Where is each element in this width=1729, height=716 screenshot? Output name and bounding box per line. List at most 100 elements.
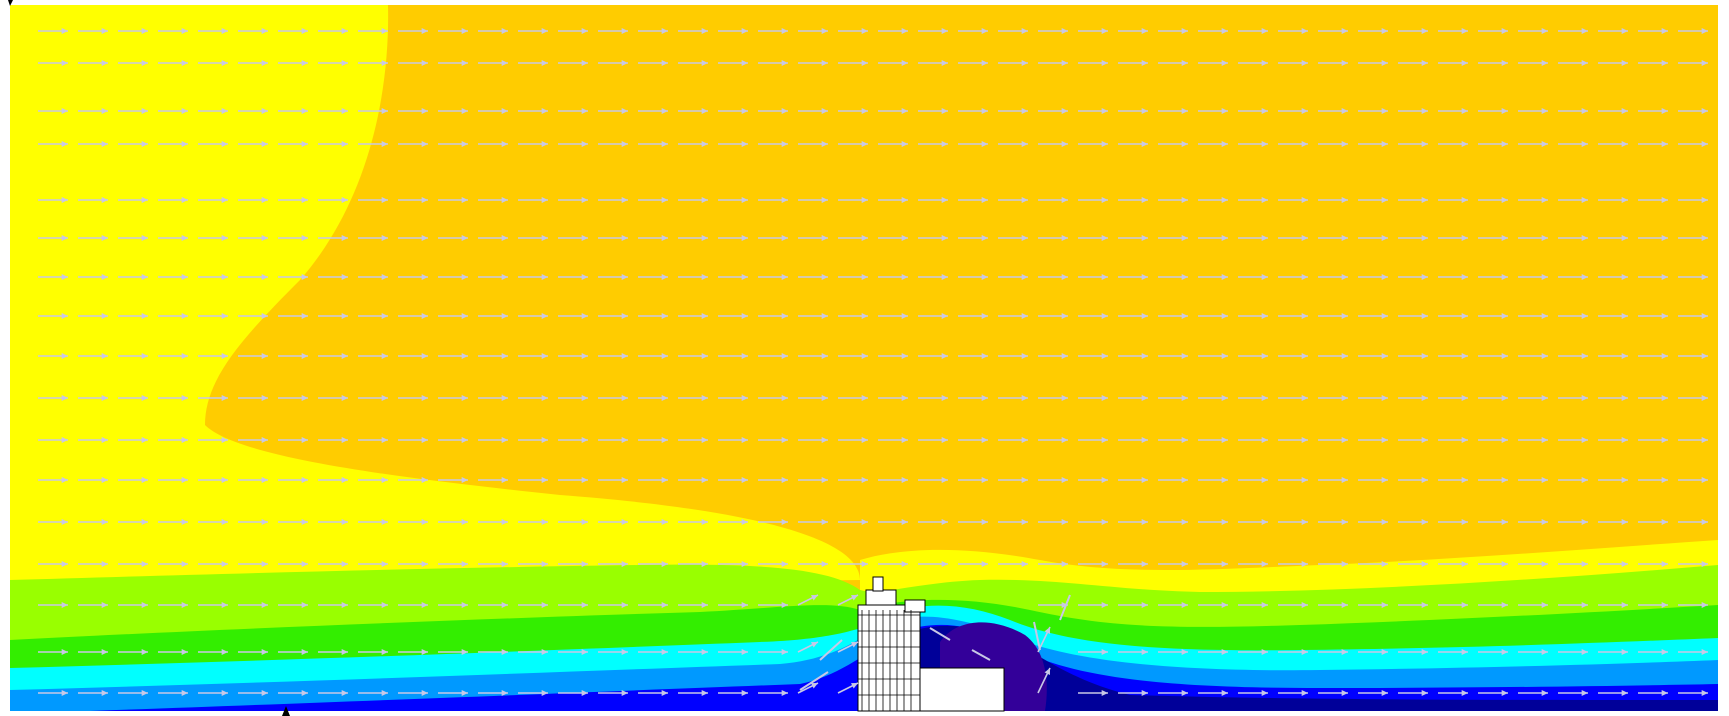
velocity-arrowhead-icon [1661, 353, 1668, 359]
velocity-arrowhead-icon [221, 274, 228, 280]
velocity-arrowhead-icon [701, 235, 708, 241]
velocity-arrowhead-icon [1061, 141, 1068, 147]
velocity-arrowhead-icon [1581, 60, 1588, 66]
velocity-arrowhead-icon [1541, 313, 1548, 319]
velocity-arrowhead-icon [901, 28, 908, 34]
velocity-arrowhead-icon [1044, 627, 1050, 634]
velocity-arrowhead-icon [1501, 602, 1508, 608]
velocity-arrowhead-icon [1461, 602, 1468, 608]
velocity-arrowhead-icon [1621, 60, 1628, 66]
velocity-arrowhead-icon [941, 519, 948, 525]
velocity-arrowhead-icon [1661, 690, 1668, 696]
velocity-arrowhead-icon [821, 437, 828, 443]
velocity-arrowhead-icon [1621, 108, 1628, 114]
velocity-arrowhead-icon [421, 197, 428, 203]
velocity-arrowhead-icon [1421, 235, 1428, 241]
velocity-arrowhead-icon [1701, 477, 1708, 483]
velocity-arrowhead-icon [1221, 274, 1228, 280]
velocity-arrowhead-icon [1301, 235, 1308, 241]
velocity-arrowhead-icon [901, 561, 908, 567]
velocity-arrowhead-icon [301, 395, 308, 401]
velocity-arrowhead-icon [1101, 235, 1108, 241]
velocity-arrowhead-icon [1021, 108, 1028, 114]
velocity-arrowhead-icon [741, 313, 748, 319]
velocity-arrowhead-icon [1261, 235, 1268, 241]
velocity-arrowhead-icon [301, 690, 308, 696]
velocity-arrowhead-icon [1701, 141, 1708, 147]
velocity-arrowhead-icon [341, 690, 348, 696]
velocity-arrowhead-icon [941, 235, 948, 241]
velocity-arrowhead-icon [581, 235, 588, 241]
velocity-arrowhead-icon [1501, 437, 1508, 443]
velocity-arrowhead-icon [301, 274, 308, 280]
velocity-arrowhead-icon [1421, 353, 1428, 359]
velocity-arrowhead-icon [541, 141, 548, 147]
velocity-arrowhead-icon [1261, 437, 1268, 443]
velocity-arrowhead-icon [221, 197, 228, 203]
velocity-arrowhead-icon [221, 141, 228, 147]
bottom-axis-marker-icon [282, 706, 290, 716]
velocity-arrowhead-icon [811, 595, 818, 601]
velocity-arrowhead-icon [301, 141, 308, 147]
velocity-arrowhead-icon [101, 274, 108, 280]
velocity-arrowhead-icon [61, 477, 68, 483]
velocity-arrowhead-icon [1421, 519, 1428, 525]
velocity-arrowhead-icon [1021, 60, 1028, 66]
velocity-arrowhead-icon [741, 477, 748, 483]
velocity-arrowhead-icon [261, 477, 268, 483]
velocity-arrowhead-icon [301, 235, 308, 241]
velocity-arrowhead-icon [1301, 690, 1308, 696]
velocity-arrowhead-icon [781, 602, 788, 608]
velocity-arrowhead-icon [541, 108, 548, 114]
velocity-arrowhead-icon [1141, 235, 1148, 241]
velocity-arrowhead-icon [621, 477, 628, 483]
velocity-arrowhead-icon [1701, 561, 1708, 567]
velocity-arrowhead-icon [901, 197, 908, 203]
velocity-arrowhead-icon [341, 649, 348, 655]
velocity-arrowhead-icon [181, 274, 188, 280]
contour-navy-wake [880, 625, 1718, 711]
velocity-arrowhead-icon [1181, 690, 1188, 696]
velocity-arrowhead-icon [1261, 649, 1268, 655]
velocity-arrowhead-icon [1181, 561, 1188, 567]
velocity-arrowhead-icon [741, 197, 748, 203]
velocity-arrowhead-icon [1581, 141, 1588, 147]
velocity-arrowhead-icon [1341, 108, 1348, 114]
velocity-arrowhead-icon [981, 561, 988, 567]
velocity-arrowhead-icon [461, 197, 468, 203]
velocity-arrowhead-icon [261, 274, 268, 280]
velocity-arrowhead-icon [901, 60, 908, 66]
velocity-arrowhead-icon [221, 28, 228, 34]
velocity-arrowhead-icon [301, 519, 308, 525]
velocity-arrowhead-icon [381, 60, 388, 66]
velocity-arrowhead-icon [861, 519, 868, 525]
velocity-arrowhead-icon [261, 649, 268, 655]
velocity-arrowhead-icon [1461, 197, 1468, 203]
velocity-arrowhead-icon [1181, 602, 1188, 608]
velocity-arrowhead-icon [501, 60, 508, 66]
velocity-arrowhead-icon [581, 28, 588, 34]
velocity-arrowhead-icon [581, 353, 588, 359]
velocity-arrowhead-icon [781, 108, 788, 114]
velocity-arrowhead-icon [1101, 437, 1108, 443]
velocity-arrowhead-icon [221, 235, 228, 241]
velocity-arrowhead-icon [1341, 602, 1348, 608]
velocity-arrowhead-icon [1501, 477, 1508, 483]
velocity-arrowhead-icon [141, 353, 148, 359]
velocity-arrowhead-icon [1541, 60, 1548, 66]
velocity-arrowhead-icon [141, 649, 148, 655]
velocity-arrowhead-icon [621, 437, 628, 443]
velocity-arrowhead-icon [101, 519, 108, 525]
building-annex [919, 667, 1005, 712]
velocity-arrowhead-icon [541, 602, 548, 608]
velocity-arrowhead-icon [181, 519, 188, 525]
velocity-arrowhead-icon [1221, 141, 1228, 147]
velocity-arrowhead-icon [861, 28, 868, 34]
velocity-arrowhead-icon [781, 197, 788, 203]
velocity-arrowhead-icon [1661, 649, 1668, 655]
velocity-arrowhead-icon [661, 395, 668, 401]
velocity-arrowhead-icon [1661, 395, 1668, 401]
velocity-arrowhead-icon [741, 561, 748, 567]
velocity-arrowhead-icon [781, 519, 788, 525]
velocity-arrowhead-icon [621, 108, 628, 114]
